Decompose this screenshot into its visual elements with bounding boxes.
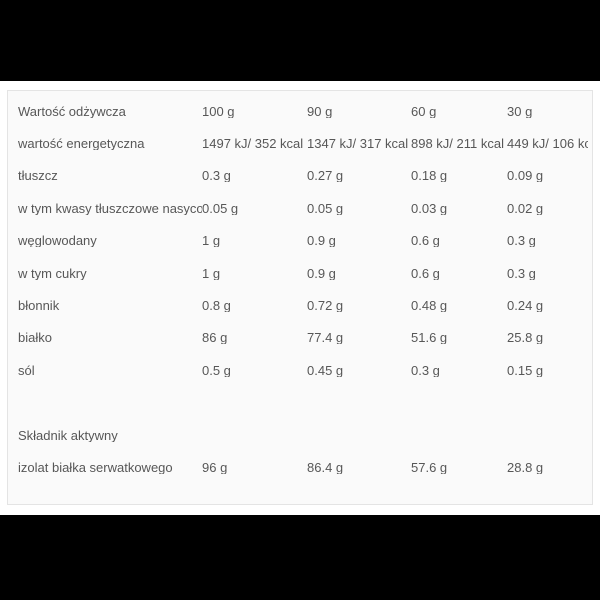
row-value: 0.05 g xyxy=(202,201,239,215)
table-row-fiber: błonnik 0.8 g 0.72 g 0.48 g 0.24 g xyxy=(8,289,592,321)
column-header-100g: 100 g xyxy=(202,104,235,118)
row-label: wartość energetyczna xyxy=(18,137,145,151)
table-row-active-ingredient-header: Składnik aktywny xyxy=(8,419,592,451)
row-value: 0.09 g xyxy=(507,169,544,183)
row-label: węglowodany xyxy=(18,234,97,248)
table-row-protein: białko 86 g 77.4 g 51.6 g 25.8 g xyxy=(8,322,592,354)
row-value: 1 g xyxy=(202,234,221,248)
section-label: Składnik aktywny xyxy=(18,428,118,442)
row-value: 0.3 g xyxy=(411,363,440,377)
row-value: 0.03 g xyxy=(411,201,448,215)
row-value: 1497 kJ/ 352 kcal xyxy=(202,137,304,151)
row-value: 51.6 g xyxy=(411,331,448,345)
row-label: Wartość odżywcza xyxy=(18,104,126,118)
row-value: 1347 kJ/ 317 kcal xyxy=(307,137,409,151)
row-value: 0.5 g xyxy=(202,363,231,377)
row-value: 0.15 g xyxy=(507,363,544,377)
table-row-carbohydrates: węglowodany 1 g 0.9 g 0.6 g 0.3 g xyxy=(8,225,592,257)
row-value: 0.48 g xyxy=(411,299,448,313)
row-value: 0.02 g xyxy=(507,201,544,215)
row-value: 0.27 g xyxy=(307,169,344,183)
row-value: 0.6 g xyxy=(411,234,440,248)
bottom-letterbox-bar xyxy=(0,515,600,600)
nutrition-table: Wartość odżywcza 100 g 90 g 60 g 30 g wa… xyxy=(7,90,593,505)
table-row-saturated-fat: w tym kwasy tłuszczowe nasycone 0.05 g 0… xyxy=(8,192,592,224)
page-content: Wartość odżywcza 100 g 90 g 60 g 30 g wa… xyxy=(0,81,600,515)
row-label: sól xyxy=(18,363,35,377)
row-value: 0.3 g xyxy=(202,169,231,183)
row-value: 1 g xyxy=(202,266,221,280)
row-value: 0.05 g xyxy=(307,201,344,215)
row-value: 0.3 g xyxy=(507,266,536,280)
table-row-sugars: w tym cukry 1 g 0.9 g 0.6 g 0.3 g xyxy=(8,257,592,289)
row-value: 77.4 g xyxy=(307,331,344,345)
row-value: 57.6 g xyxy=(411,460,448,474)
row-label: białko xyxy=(18,331,52,345)
table-row-spacer xyxy=(8,387,592,419)
table-row-whey-protein-isolate: izolat białka serwatkowego 96 g 86.4 g 5… xyxy=(8,451,592,483)
row-value: 0.9 g xyxy=(307,234,336,248)
row-value: 0.18 g xyxy=(411,169,448,183)
row-value: 0.24 g xyxy=(507,299,544,313)
row-label: w tym cukry xyxy=(18,266,87,280)
row-value: 0.8 g xyxy=(202,299,231,313)
row-value: 0.3 g xyxy=(507,234,536,248)
row-value: 28.8 g xyxy=(507,460,544,474)
row-value: 25.8 g xyxy=(507,331,544,345)
column-header-30g: 30 g xyxy=(507,104,533,118)
row-value: 0.9 g xyxy=(307,266,336,280)
row-value: 0.6 g xyxy=(411,266,440,280)
row-label: w tym kwasy tłuszczowe nasycone xyxy=(18,201,202,215)
row-value: 449 kJ/ 106 kcal xyxy=(507,137,588,151)
row-value: 86.4 g xyxy=(307,460,344,474)
table-row-salt: sól 0.5 g 0.45 g 0.3 g 0.15 g xyxy=(8,354,592,386)
table-row-energy: wartość energetyczna 1497 kJ/ 352 kcal 1… xyxy=(8,127,592,159)
row-value: 0.45 g xyxy=(307,363,344,377)
row-label: tłuszcz xyxy=(18,169,58,183)
column-header-90g: 90 g xyxy=(307,104,333,118)
row-label: błonnik xyxy=(18,299,60,313)
row-value: 86 g xyxy=(202,331,228,345)
row-value: 898 kJ/ 211 kcal xyxy=(411,137,504,151)
table-row-header: Wartość odżywcza 100 g 90 g 60 g 30 g xyxy=(8,95,592,127)
top-letterbox-bar xyxy=(0,0,600,81)
row-label: izolat białka serwatkowego xyxy=(18,460,173,474)
row-value: 0.72 g xyxy=(307,299,344,313)
table-row-fat: tłuszcz 0.3 g 0.27 g 0.18 g 0.09 g xyxy=(8,160,592,192)
column-header-60g: 60 g xyxy=(411,104,437,118)
row-value: 96 g xyxy=(202,460,228,474)
